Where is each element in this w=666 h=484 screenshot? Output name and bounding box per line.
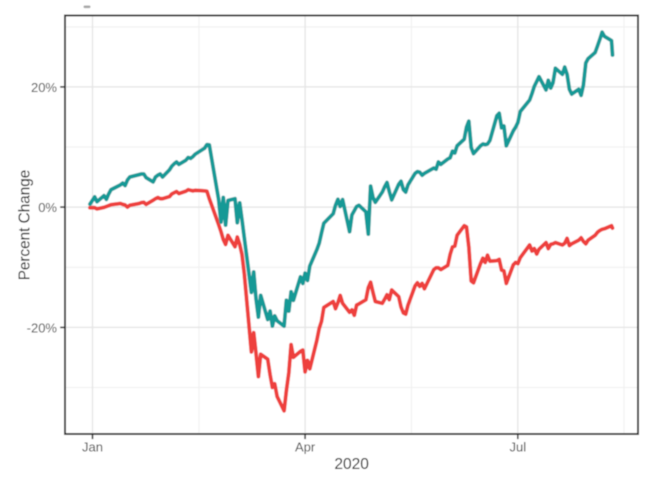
svg-text:Jan: Jan [82,440,103,455]
svg-text:0%: 0% [38,200,57,215]
svg-text:Jul: Jul [509,440,526,455]
svg-text:2020: 2020 [334,456,369,473]
svg-text:Percent Change: Percent Change [17,170,34,281]
svg-text:-20%: -20% [27,321,58,336]
svg-text:Apr: Apr [295,440,316,455]
svg-text:20%: 20% [31,80,57,95]
